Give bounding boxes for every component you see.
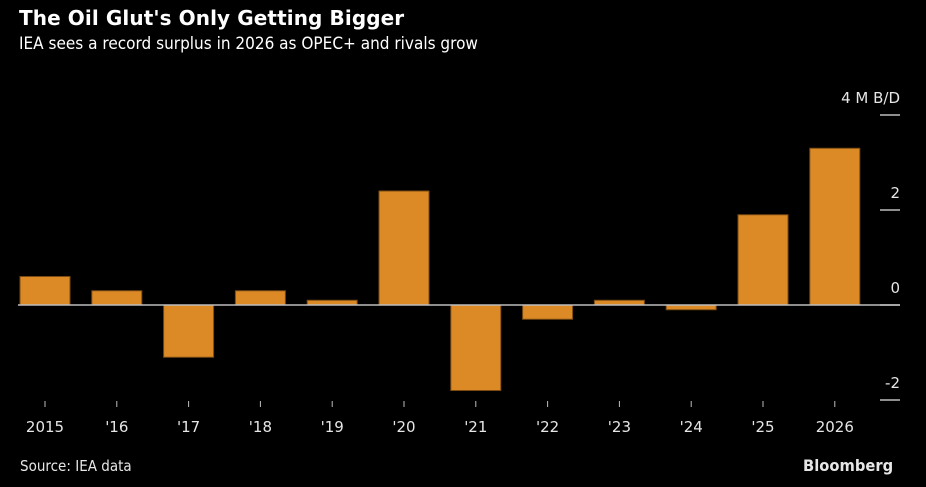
bar-2015	[19, 276, 71, 306]
x-tick-label: '24	[680, 418, 703, 436]
bar-20	[378, 190, 430, 306]
bar-21	[450, 304, 502, 391]
x-tick-label: '20	[392, 418, 415, 436]
chart-subtitle: IEA sees a record surplus in 2026 as OPE…	[19, 34, 478, 54]
source-note: Source: IEA data	[20, 457, 132, 475]
y-tick-label: 4 M B/D	[841, 89, 900, 107]
bar-16	[91, 290, 143, 306]
bar-25	[737, 214, 789, 306]
x-tick-label: '19	[321, 418, 344, 436]
x-tick-label: '22	[536, 418, 559, 436]
bar-22	[522, 304, 574, 320]
x-tick-label: 2015	[26, 418, 64, 436]
bloomberg-logo: Bloomberg	[803, 456, 894, 475]
chart-title: The Oil Glut's Only Getting Bigger	[19, 6, 405, 30]
bar-18	[234, 290, 286, 306]
x-tick-label: '16	[105, 418, 128, 436]
x-tick-label: '25	[751, 418, 774, 436]
x-tick-label: 2026	[816, 418, 854, 436]
bar-17	[163, 304, 215, 358]
x-tick-label: '17	[177, 418, 200, 436]
x-tick-label: '18	[249, 418, 272, 436]
y-tick-label: -2	[885, 374, 900, 392]
x-tick-label: '23	[608, 418, 631, 436]
y-tick-label: 2	[890, 184, 900, 202]
y-tick-label: 0	[890, 279, 900, 297]
x-tick-label: '21	[464, 418, 487, 436]
bar-2026	[809, 147, 861, 306]
